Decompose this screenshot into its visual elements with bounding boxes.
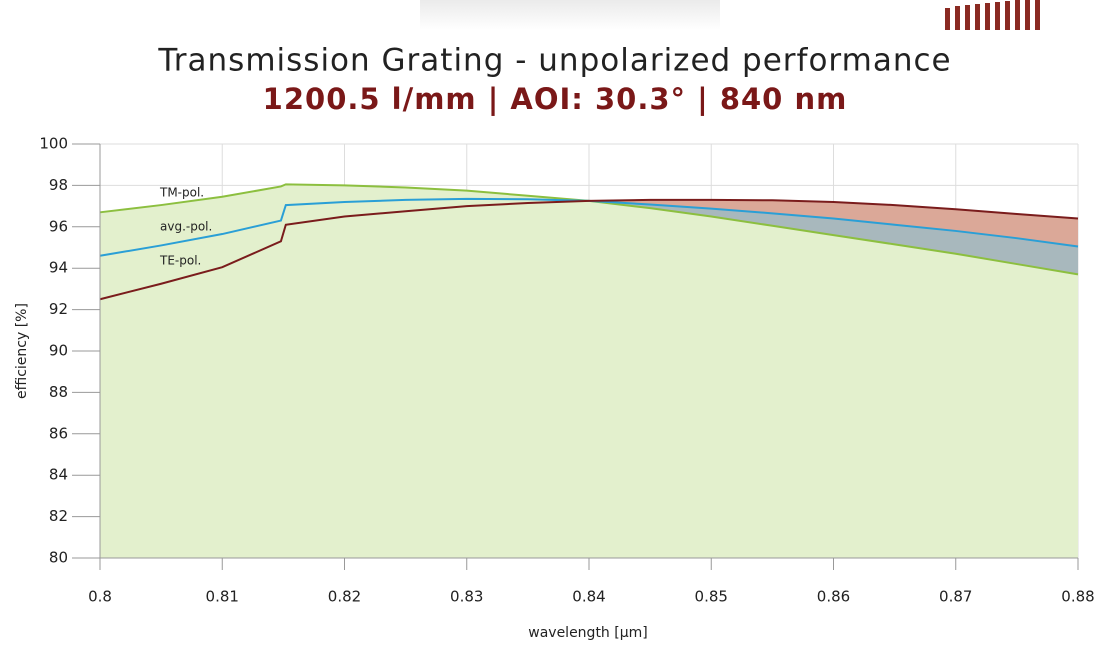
x-tick-label: 0.86 [817,588,850,606]
chart-subtitle: 1200.5 l/mm | AOI: 30.3° | 840 nm [263,82,848,116]
y-tick-label: 80 [49,549,68,567]
axes: 80 82 84 86 88 90 92 94 96 98 100 0.8 0.81 0.82 0.83 0.… [39,135,1094,606]
series-label: avg.-pol. [160,220,212,234]
banner-stripes [945,0,1040,30]
x-tick-label: 0.85 [695,588,728,606]
series-label: TM-pol. [159,186,204,200]
y-tick-label: 92 [49,300,68,318]
y-tick-label: 84 [49,466,68,484]
lines [99,183,1079,301]
x-axis-label: wavelength [µm] [528,625,647,641]
y-tick-label: 94 [49,259,68,277]
series-label: TE-pol. [159,254,201,268]
y-tick-label: 96 [49,217,68,235]
series-area [100,184,1078,559]
x-tick-label: 0.81 [206,588,239,606]
x-tick-label: 0.82 [328,588,361,606]
chart-title: Transmission Grating - unpolarized perfo… [157,43,951,79]
banner-decoration [420,0,720,30]
y-tick-label: 100 [39,135,68,153]
areas [100,184,1078,559]
x-tick-label: 0.87 [939,588,972,606]
y-axis-label: efficiency [%] [14,303,30,399]
y-tick-label: 88 [49,383,68,401]
y-tick-label: 98 [49,176,68,194]
x-tick-label: 0.8 [88,588,112,606]
y-tick-label: 82 [49,507,68,525]
x-tick-label: 0.84 [572,588,605,606]
x-tick-label: 0.88 [1061,588,1094,606]
y-tick-label: 90 [49,342,68,360]
y-tick-label: 86 [49,424,68,442]
series-line [99,183,1079,276]
series-line [99,198,1079,301]
series-line [99,197,1079,257]
x-tick-label: 0.83 [450,588,483,606]
